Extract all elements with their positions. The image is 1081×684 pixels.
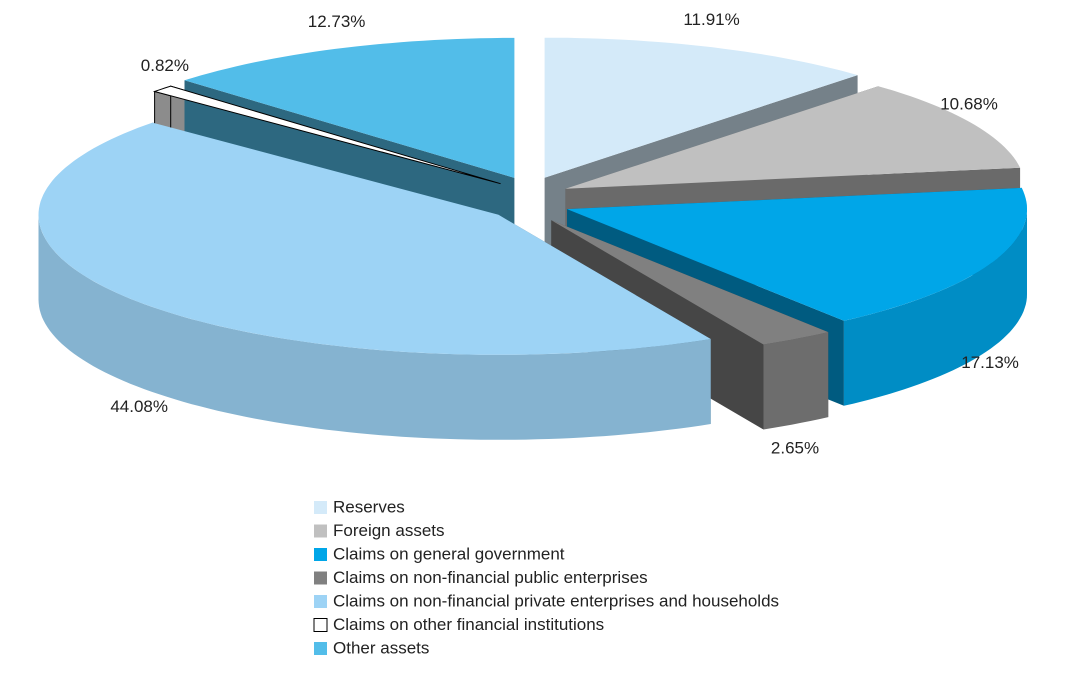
- slice: [565, 86, 1021, 189]
- slice-wall: [843, 209, 1027, 406]
- data-label: 0.82%: [141, 56, 189, 75]
- legend-label: Claims on other financial institutions: [333, 615, 604, 634]
- slice: [567, 187, 1027, 321]
- slice: [544, 37, 858, 178]
- legend-label: Claims on general government: [333, 544, 565, 563]
- slice: [38, 122, 711, 355]
- legend-swatch: [314, 642, 327, 655]
- legend-swatch: [314, 595, 327, 608]
- legend-label: Foreign assets: [333, 521, 445, 540]
- data-label: 44.08%: [110, 397, 168, 416]
- legend-swatch: [314, 548, 327, 561]
- data-label: 2.65%: [771, 438, 819, 457]
- legend-swatch: [314, 524, 327, 538]
- legend-swatch: [314, 571, 327, 585]
- slice-walls: [38, 209, 1027, 440]
- legend-swatch: [314, 501, 327, 514]
- data-label: 12.73%: [308, 12, 366, 31]
- slice: [551, 220, 829, 345]
- data-label: 10.68%: [940, 94, 998, 113]
- legend-swatch: [313, 618, 328, 632]
- slice: [152, 85, 501, 185]
- data-label: 11.91%: [683, 10, 739, 29]
- slice-wall: [763, 332, 829, 430]
- legend-label: Other assets: [333, 638, 429, 657]
- legend-label: Reserves: [333, 497, 405, 516]
- data-label: 17.13%: [961, 353, 1019, 372]
- slice: [184, 37, 515, 178]
- legend-label: Claims on non-financial private enterpri…: [333, 591, 779, 610]
- slice-wall: [38, 214, 711, 440]
- slice-tops: [38, 37, 1027, 355]
- legend-label: Claims on non-financial public enterpris…: [333, 568, 648, 587]
